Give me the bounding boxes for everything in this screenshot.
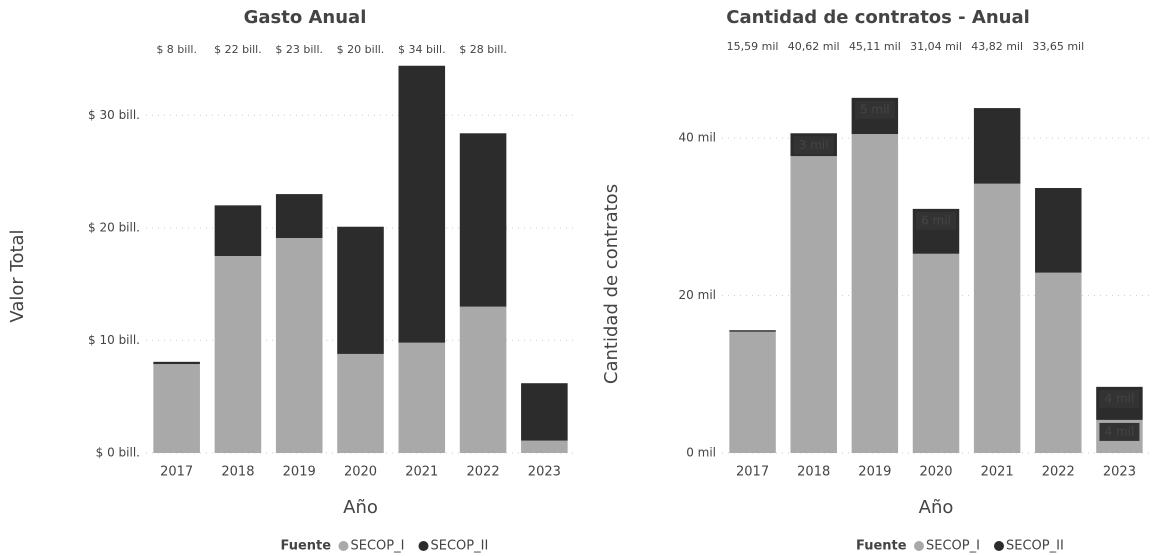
x-tick-label: 2021 xyxy=(981,465,1014,480)
bar-segment xyxy=(790,156,837,454)
x-tick-label: 2018 xyxy=(797,465,830,480)
chart-title: Gasto Anual xyxy=(244,7,367,28)
x-tick-label: 2018 xyxy=(221,465,254,480)
bar-segment xyxy=(214,256,262,453)
chart-title: Cantidad de contratos - Anual xyxy=(726,7,1030,28)
bar-segment xyxy=(153,364,200,453)
data-label: 5 mil xyxy=(860,102,890,116)
legend-swatch xyxy=(418,541,429,551)
total-label: $ 34 bill. xyxy=(398,43,446,56)
y-axis-label: Valor Total xyxy=(7,229,28,322)
data-label-bg xyxy=(1099,389,1140,408)
total-label: 43,82 mil xyxy=(971,40,1023,53)
bar-segment xyxy=(275,237,323,453)
bar-segment xyxy=(729,330,776,332)
x-tick-label: 2020 xyxy=(344,465,377,480)
legend-label: SECOP_II xyxy=(431,539,489,554)
bar-segment xyxy=(729,331,776,453)
data-label-bg xyxy=(793,136,834,155)
total-label: 15,59 mil xyxy=(727,40,779,53)
bar-segment xyxy=(398,342,446,453)
legend-title: Fuente xyxy=(281,539,332,554)
bar-segment xyxy=(1035,272,1082,453)
data-label: 4 mil xyxy=(1105,424,1135,438)
legend-title: Fuente xyxy=(856,539,907,554)
bar-segment xyxy=(521,440,568,453)
y-tick-label: $ 10 bill. xyxy=(88,333,140,347)
x-axis-label: Año xyxy=(343,497,378,518)
total-label: 33,65 mil xyxy=(1032,40,1084,53)
bar-segment xyxy=(521,383,568,441)
legend-label: SECOP_I xyxy=(926,539,980,554)
y-tick-label: $ 20 bill. xyxy=(88,220,140,234)
bar-segment xyxy=(337,353,384,453)
bar-segment xyxy=(973,183,1021,454)
y-tick-label: $ 0 bill. xyxy=(96,446,140,460)
x-tick-label: 2017 xyxy=(160,465,193,480)
x-tick-label: 2023 xyxy=(528,465,561,480)
x-tick-label: 2019 xyxy=(858,465,891,480)
y-tick-label: $ 30 bill. xyxy=(88,108,140,122)
total-label: 40,62 mil xyxy=(788,40,840,53)
bar-segment xyxy=(459,133,507,307)
bar-segment xyxy=(398,65,446,343)
x-axis-label: Año xyxy=(919,497,954,518)
bar-segment xyxy=(153,361,200,365)
x-tick-label: 2022 xyxy=(1042,465,1075,480)
bar-segment xyxy=(851,134,899,453)
bar-segment xyxy=(214,205,262,256)
bar-segment xyxy=(973,108,1021,184)
x-tick-label: 2022 xyxy=(467,465,500,480)
data-label-bg xyxy=(1099,422,1140,441)
x-tick-label: 2017 xyxy=(736,465,769,480)
bar-segment xyxy=(912,253,960,453)
bar-segment xyxy=(1035,188,1082,273)
total-label: $ 8 bill. xyxy=(156,43,197,56)
x-tick-label: 2023 xyxy=(1103,465,1136,480)
x-tick-label: 2021 xyxy=(405,465,438,480)
total-label: $ 23 bill. xyxy=(275,43,323,56)
total-label: $ 20 bill. xyxy=(337,43,385,56)
data-label-bg xyxy=(916,211,956,230)
y-tick-label: 40 mil xyxy=(679,131,716,145)
legend-swatch xyxy=(914,541,924,551)
legend-label: SECOP_II xyxy=(1006,539,1064,554)
total-label: $ 28 bill. xyxy=(459,43,507,56)
data-label: 6 mil xyxy=(921,213,951,227)
data-label-bg xyxy=(854,100,895,119)
total-label: $ 22 bill. xyxy=(214,43,262,56)
y-tick-label: 20 mil xyxy=(679,288,716,302)
x-tick-label: 2020 xyxy=(919,465,952,480)
data-label: 4 mil xyxy=(1105,391,1135,405)
legend-swatch xyxy=(994,541,1004,551)
bar-segment xyxy=(275,194,323,238)
bar-segment xyxy=(459,306,507,453)
data-label: 3 mil xyxy=(799,138,829,152)
total-label: 31,04 mil xyxy=(910,40,962,53)
x-tick-label: 2019 xyxy=(283,465,316,480)
y-tick-label: 0 mil xyxy=(686,446,716,460)
y-axis-label: Cantidad de contratos xyxy=(601,184,622,384)
total-label: 45,11 mil xyxy=(849,40,901,53)
legend-label: SECOP_I xyxy=(351,539,405,554)
legend-swatch xyxy=(338,541,349,551)
bar-segment xyxy=(337,226,384,354)
